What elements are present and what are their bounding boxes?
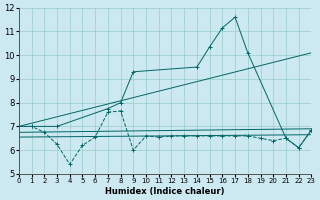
X-axis label: Humidex (Indice chaleur): Humidex (Indice chaleur) [105, 187, 225, 196]
